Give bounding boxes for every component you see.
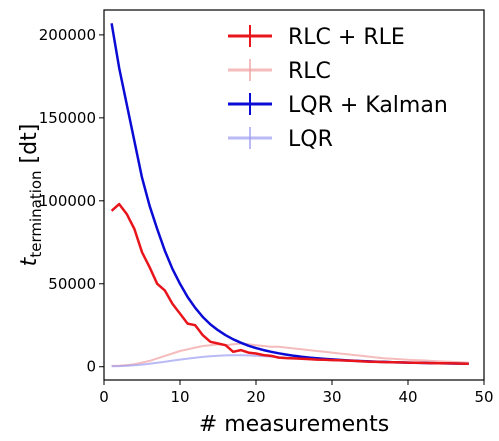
plot-lines	[110, 23, 469, 368]
x-tick-label: 40	[398, 388, 417, 406]
x-axis-label: # measurements	[199, 412, 389, 437]
y-tick-label: 50000	[48, 275, 96, 293]
legend-item: LQR	[228, 127, 333, 152]
x-tick-label: 50	[474, 388, 493, 406]
series-line-rlc-rle	[110, 202, 469, 365]
legend-item: LQR + Kalman	[228, 93, 448, 118]
y-axis-ticks: 0 50000 100000 150000 200000	[39, 26, 104, 376]
series-line-rlc	[111, 342, 469, 367]
y-axis-label-unit: [dt]	[17, 124, 42, 171]
legend: RLC + RLE RLC LQR + Kalman LQR	[228, 25, 448, 152]
y-axis-label-main: t	[17, 256, 42, 266]
y-axis-label: ttermination [dt]	[17, 124, 45, 267]
y-tick-label: 0	[86, 358, 96, 376]
legend-label: LQR + Kalman	[288, 93, 448, 118]
legend-label: LQR	[288, 127, 333, 152]
x-tick-label: 10	[170, 388, 189, 406]
legend-item: RLC	[228, 59, 331, 84]
y-axis-label-subscript: termination	[27, 170, 45, 257]
x-axis-ticks: 0 10 20 30 40 50	[99, 380, 494, 406]
x-tick-label: 30	[322, 388, 341, 406]
y-tick-label: 100000	[39, 192, 96, 210]
y-tick-label: 150000	[39, 109, 96, 127]
x-tick-label: 0	[99, 388, 109, 406]
plot-frame	[103, 9, 485, 381]
legend-item: RLC + RLE	[228, 25, 405, 50]
y-tick-label: 200000	[39, 26, 96, 44]
x-tick-label: 20	[246, 388, 265, 406]
legend-label: RLC + RLE	[288, 25, 405, 50]
legend-label: RLC	[288, 59, 331, 84]
